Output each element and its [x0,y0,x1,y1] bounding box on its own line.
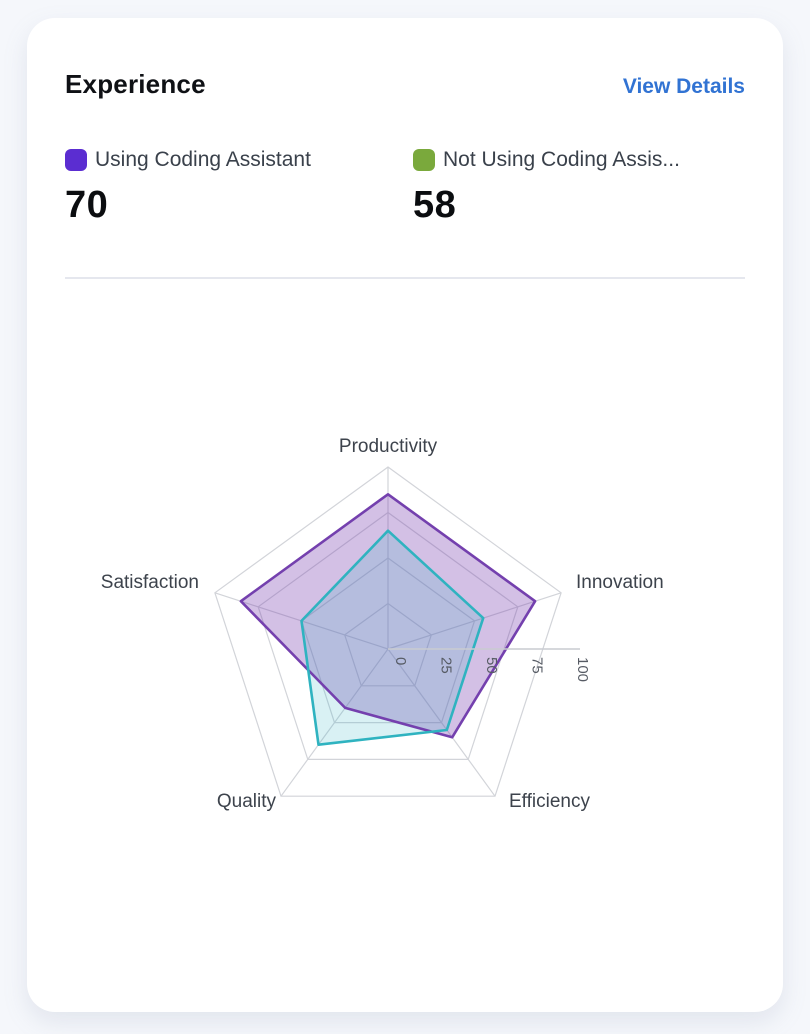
legend-swatch-green [413,149,435,171]
grid-ring-50 [300,557,476,724]
stat-value-using-assistant: 70 [65,184,109,226]
stats-row: Using Coding Assistant 70 Not Using Codi… [65,148,745,227]
grid-ring-75 [257,511,519,761]
axis-spoke-quality [280,648,389,797]
divider [65,277,745,279]
axis-label-efficiency: Efficiency [509,791,590,812]
series-area-1 [301,530,484,745]
axis-spoke-efficiency [387,648,496,797]
view-details-link[interactable]: View Details [622,75,745,98]
stat-not-using-assistant: Not Using Coding Assis... 58 [413,148,745,227]
radial-tick-75: 75 [529,657,546,674]
radial-tick-25: 25 [438,657,455,674]
series-outline-0 [239,492,537,739]
radial-tick-50: 50 [483,657,500,674]
grid-ring-25 [343,602,433,687]
experience-card: Experience View Details Using Coding Ass… [27,18,783,1012]
card-title: Experience [65,69,206,99]
axis-spoke-innovation [387,592,562,650]
axis-label-productivity: Productivity [339,436,438,457]
axis-label-innovation: Innovation [576,572,664,593]
legend-item-not-using-assistant[interactable]: Not Using Coding Assis... [413,148,745,172]
stat-value-not-using-assistant: 58 [413,184,457,226]
axis-label-satisfaction: Satisfaction [101,572,199,593]
stat-using-assistant: Using Coding Assistant 70 [65,148,413,227]
radar-chart: 0 25 50 75 100 Productivity Innovation Efficien… [101,436,664,812]
radial-tick-0: 0 [392,657,409,665]
series-area-0 [240,494,536,738]
legend-item-using-assistant[interactable]: Using Coding Assistant [65,148,413,172]
grid-ring-100 [214,466,562,797]
legend-label-using-assistant: Using Coding Assistant [95,148,311,171]
legend-swatch-purple [65,149,87,171]
card-header: Experience View Details [65,18,745,100]
series-outline-1 [300,529,485,747]
radial-tick-100: 100 [574,657,591,682]
axis-label-quality: Quality [217,791,277,812]
legend-label-not-using-assistant: Not Using Coding Assis... [443,148,680,171]
